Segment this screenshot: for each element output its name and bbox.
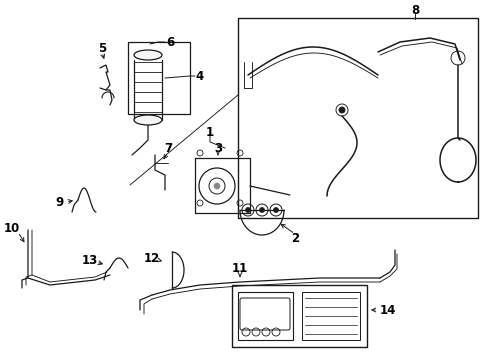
- Text: 14: 14: [379, 303, 395, 316]
- Text: 4: 4: [196, 69, 203, 82]
- Text: 8: 8: [410, 4, 418, 17]
- Circle shape: [245, 207, 250, 212]
- Text: 1: 1: [205, 126, 214, 139]
- Text: 11: 11: [231, 261, 247, 274]
- Circle shape: [259, 207, 264, 212]
- Text: 6: 6: [165, 36, 174, 49]
- Ellipse shape: [134, 115, 162, 125]
- Bar: [238, 292, 292, 340]
- Circle shape: [214, 183, 220, 189]
- Circle shape: [273, 207, 278, 212]
- Ellipse shape: [134, 50, 162, 60]
- Text: 7: 7: [163, 141, 172, 154]
- Text: 12: 12: [143, 252, 160, 265]
- Text: 10: 10: [4, 221, 20, 234]
- Text: 2: 2: [290, 231, 299, 244]
- Circle shape: [338, 107, 345, 113]
- Bar: [231, 285, 366, 347]
- Text: 3: 3: [214, 141, 222, 154]
- Text: 13: 13: [81, 253, 98, 266]
- Text: 9: 9: [56, 195, 64, 208]
- Text: 5: 5: [98, 41, 106, 54]
- Bar: [302, 292, 359, 340]
- Bar: [238, 18, 477, 218]
- Bar: [128, 42, 190, 114]
